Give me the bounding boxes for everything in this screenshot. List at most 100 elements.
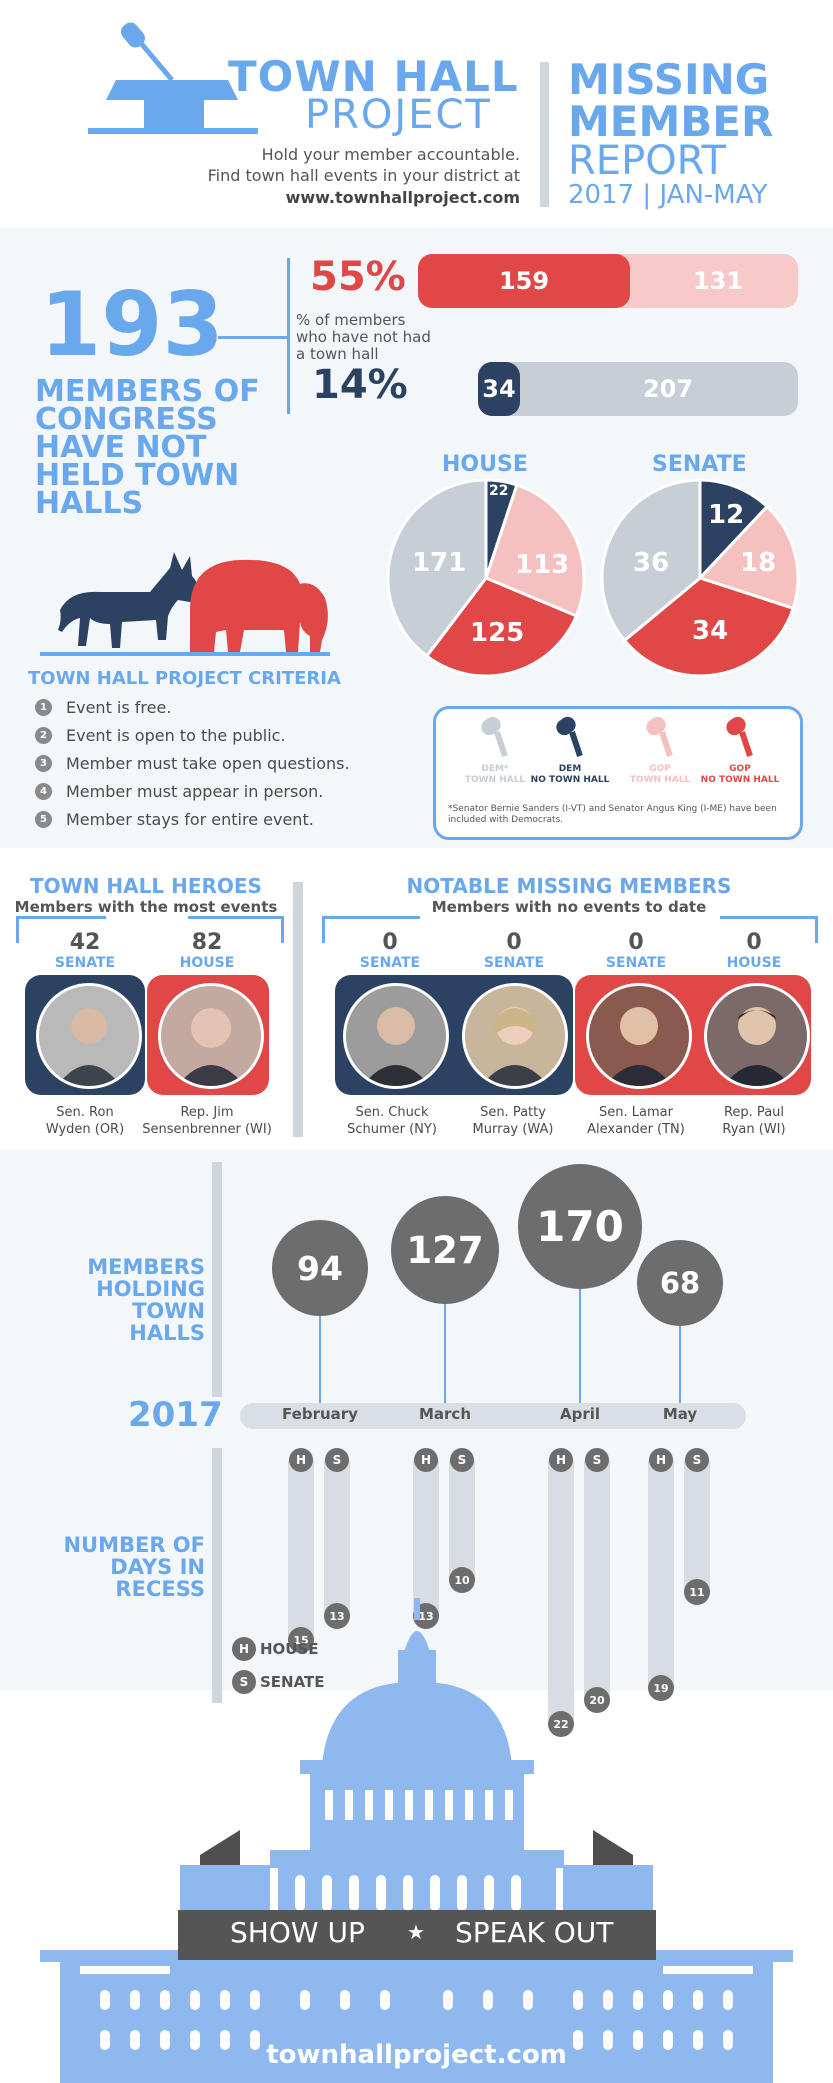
microphone-icon xyxy=(646,716,673,757)
dem-percent: 14% xyxy=(312,362,408,408)
microphone-icon xyxy=(481,716,508,757)
members-bubble: 170 xyxy=(517,1164,643,1289)
senate-marker: S xyxy=(585,1448,609,1472)
missing-count: 0 xyxy=(506,930,522,955)
brand-title: TOWN HALL xyxy=(228,52,519,101)
timeline-divider-bottom xyxy=(212,1448,222,1703)
criteria-item: 3 Member must take open questions. xyxy=(35,754,350,773)
slogan-show-up: SHOW UP xyxy=(230,1916,365,1949)
members-bubble: 68 xyxy=(637,1239,723,1326)
house-recess-bar xyxy=(413,1460,439,1616)
dem-missing-bar: 34 xyxy=(478,362,520,416)
slogan-banner xyxy=(178,1910,656,1960)
pie-slice-gop-no-town-hall xyxy=(622,576,796,678)
month-label: April xyxy=(559,1405,601,1423)
house-marker: H xyxy=(414,1448,438,1472)
gop-missing-bar: 159 xyxy=(418,254,630,308)
donkey-elephant-icon xyxy=(40,552,330,656)
member-photo-avatar xyxy=(36,983,142,1089)
pie-slice-dem-town-hall xyxy=(600,478,702,643)
recess-label: NUMBER OF DAYS IN RECESS xyxy=(63,1533,205,1601)
senate-recess-bar xyxy=(584,1460,610,1700)
member-photo-avatar xyxy=(158,983,264,1089)
timeline-axis xyxy=(240,1403,746,1429)
house-recess-bar xyxy=(648,1460,674,1688)
dem-held-bar: 207 xyxy=(478,362,798,416)
house-pie-chart xyxy=(386,478,586,678)
senate-marker: S xyxy=(685,1448,709,1472)
senate-marker: S xyxy=(450,1448,474,1472)
microphone-icon xyxy=(726,716,753,757)
bubble-stem xyxy=(679,1325,681,1403)
pie-slice-gop-town-hall xyxy=(697,504,800,611)
recess-days-value: 15 xyxy=(288,1627,314,1653)
missing-subtitle: Members with no events to date xyxy=(431,898,707,916)
gop-percent: 55% xyxy=(310,254,406,300)
footer-url-link[interactable]: townhallproject.com xyxy=(266,2040,567,2070)
house-recess-bar xyxy=(288,1460,314,1640)
criteria-item: 2 Event is open to the public. xyxy=(35,726,286,745)
recess-days-value: 11 xyxy=(684,1579,710,1605)
missing-chamber: SENATE xyxy=(605,955,667,971)
percent-caption: % of members who have not had a town hal… xyxy=(296,311,431,363)
member-name: Rep. Paul Ryan (WI) xyxy=(722,1105,786,1137)
criteria-title: TOWN HALL PROJECT CRITERIA xyxy=(28,668,341,689)
podium-logo-icon xyxy=(88,22,258,134)
header-url-link[interactable]: www.townhallproject.com xyxy=(285,188,520,207)
microphone-icon xyxy=(556,716,583,757)
house-dem-no-town-hall-label: 22 xyxy=(489,483,509,499)
month-label: March xyxy=(418,1405,472,1423)
heroes-title: TOWN HALL HEROES xyxy=(30,874,262,898)
report-title-3: REPORT xyxy=(568,138,726,184)
house-marker: H xyxy=(289,1448,313,1472)
senate-marker: S xyxy=(325,1448,349,1472)
month-label: May xyxy=(662,1405,698,1423)
senate-gop-no-town-hall-label: 34 xyxy=(692,616,729,646)
house-marker: H xyxy=(649,1448,673,1472)
tagline-1: Hold your member accountable. xyxy=(261,145,520,164)
report-title-2: MEMBER xyxy=(568,97,774,146)
recess-days-value: 10 xyxy=(449,1567,475,1593)
member-name: Sen. Lamar Alexander (TN) xyxy=(587,1105,685,1137)
member-photo-avatar xyxy=(462,983,568,1089)
senate-pie-chart xyxy=(600,478,800,678)
member-name: Rep. Jim Sensenbrenner (WI) xyxy=(142,1105,272,1137)
capitol-building-icon xyxy=(40,1598,793,2083)
criteria-item: 5 Member stays for entire event. xyxy=(35,810,314,829)
report-period: 2017 | JAN-MAY xyxy=(568,180,768,210)
tagline-2: Find town hall events in your district a… xyxy=(207,166,520,185)
recess-days-value: 22 xyxy=(548,1711,574,1737)
member-photo-avatar xyxy=(586,983,692,1089)
members-bubble: 94 xyxy=(272,1220,368,1317)
legend-item: GOP NO TOWN HALL xyxy=(700,716,780,786)
senate-key-icon: S xyxy=(232,1670,256,1694)
legend-label: GOP TOWN HALL xyxy=(629,764,691,785)
criteria-item: 4 Member must appear in person. xyxy=(35,782,323,801)
big-number: 193 xyxy=(40,273,224,376)
missing-chamber: HOUSE xyxy=(726,955,782,971)
bubble-stem xyxy=(319,1316,321,1403)
legend-label: GOP NO TOWN HALL xyxy=(700,764,780,785)
house-dem-town-hall-label: 171 xyxy=(412,548,467,578)
timeline-divider-top xyxy=(212,1162,222,1397)
house-key-icon: H xyxy=(232,1637,256,1661)
pie-slice-dem-town-hall xyxy=(386,478,488,659)
members-bubble: 127 xyxy=(390,1196,500,1305)
criteria-item: 1 Event is free. xyxy=(35,698,171,717)
month-label: February xyxy=(282,1405,358,1423)
hero-chamber: HOUSE xyxy=(179,955,235,971)
house-marker: H xyxy=(549,1448,573,1472)
timeline-year: 2017 xyxy=(128,1395,223,1435)
house-recess-bar xyxy=(548,1460,574,1724)
connector-line xyxy=(218,336,288,339)
member-name: Sen. Chuck Schumer (NY) xyxy=(347,1105,437,1137)
pie-slice-gop-no-town-hall xyxy=(424,576,579,678)
senate-recess-bar xyxy=(324,1460,350,1616)
house-key-label: HOUSE xyxy=(260,1640,319,1658)
senate-pie-title: SENATE xyxy=(652,452,747,477)
house-pie-title: HOUSE xyxy=(442,452,528,477)
senate-gop-town-hall-label: 18 xyxy=(740,548,777,578)
bubble-stem xyxy=(444,1304,446,1403)
missing-count: 0 xyxy=(746,930,762,955)
